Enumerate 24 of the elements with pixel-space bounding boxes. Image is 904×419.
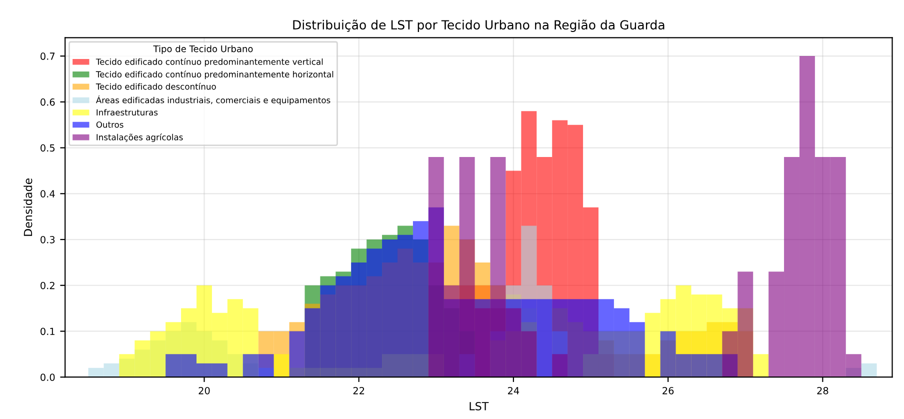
x-tick-label: 20 [198, 386, 210, 394]
x-axis-title: LST [470, 402, 489, 410]
y-tick-label: 0.6 [40, 98, 55, 106]
legend-title: Tipo de Tecido Urbano [153, 45, 253, 54]
y-tick-label: 0.1 [40, 328, 54, 336]
chart-title: Distribuição de LST por Tecido Urbano na Região da Guarda [293, 20, 664, 32]
y-tick-label: 0.7 [40, 52, 55, 60]
y-tick-label: 0.3 [40, 236, 55, 244]
legend-label: Áreas edificadas industriais, comerciais e equipamentos [96, 95, 330, 105]
y-axis-title: Densidade [24, 178, 32, 236]
legend-label: Tecido edificado contínuo predominantemente vertical [96, 58, 323, 67]
legend-label: Outros [96, 121, 124, 128]
x-tick-label: 28 [817, 386, 828, 394]
y-tick-label: 0.5 [40, 144, 55, 152]
legend-label: Instalações agrícolas [96, 134, 183, 142]
x-tick-label: 24 [508, 386, 520, 394]
x-tick-label: 26 [662, 386, 674, 394]
legend-label: Tecido edificado contínuo predominantemente horizontal [96, 70, 334, 80]
x-tick-label: 22 [353, 386, 364, 394]
y-tick-label: 0.2 [40, 282, 54, 290]
legend-label: Tecido edificado descontínuo [96, 82, 216, 90]
legend-label: Infraestruturas [96, 109, 158, 116]
y-tick-label: 0.0 [40, 374, 55, 381]
y-tick-label: 0.4 [40, 190, 55, 198]
